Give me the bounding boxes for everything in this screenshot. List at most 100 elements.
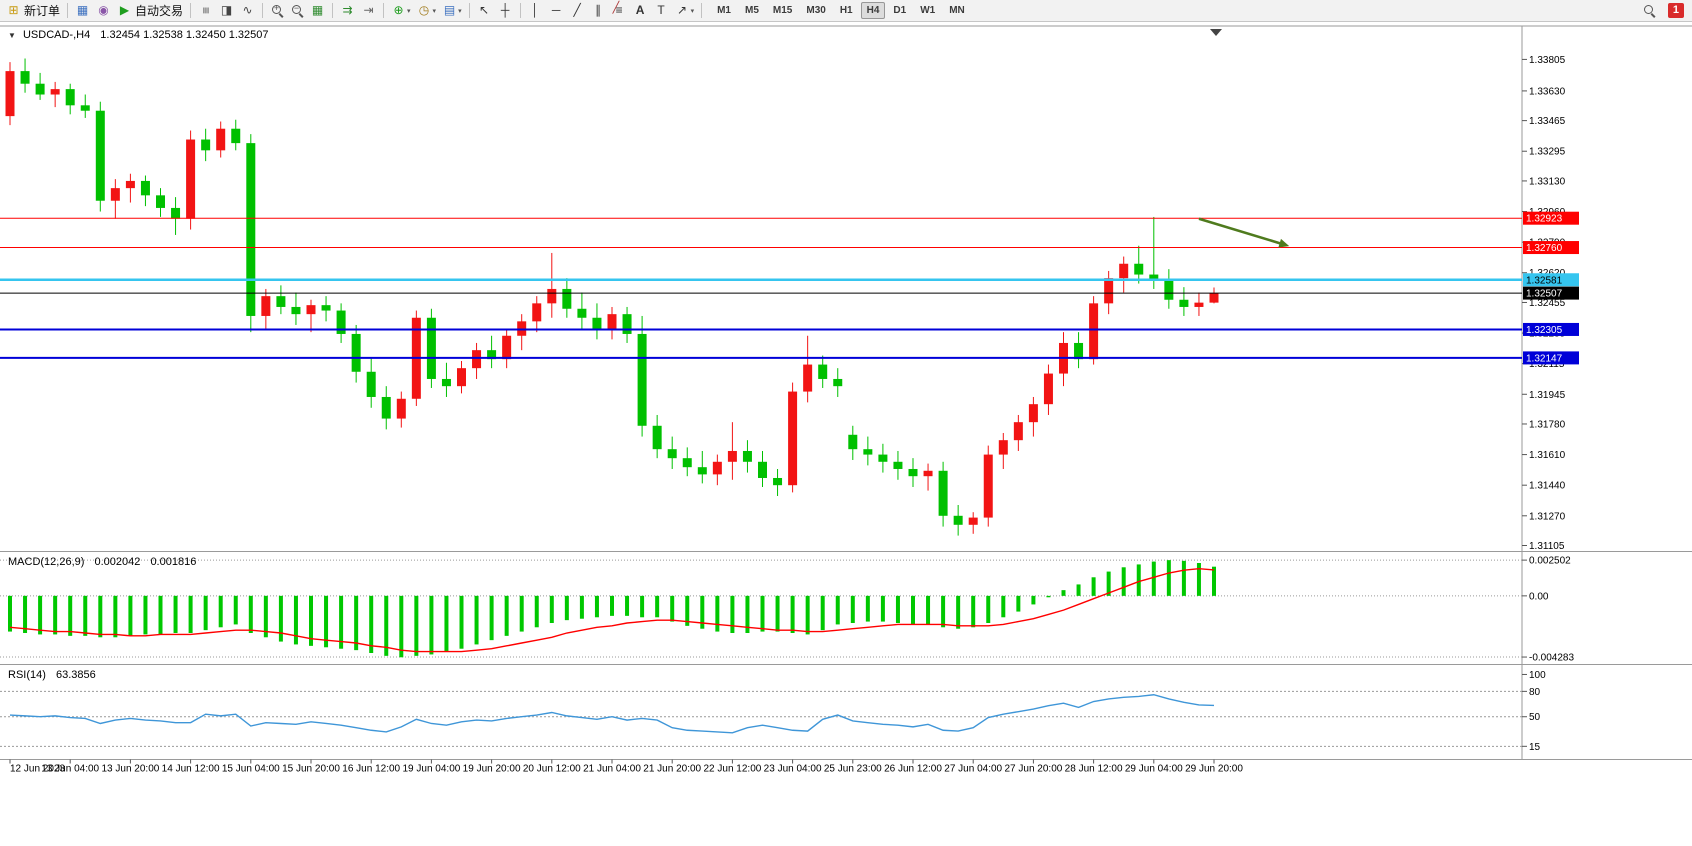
horizontal-price-lines[interactable]: [0, 217, 1522, 359]
svg-text:1.32115: 1.32115: [1529, 359, 1565, 370]
svg-text:1.33630: 1.33630: [1529, 86, 1566, 97]
trendline-button[interactable]: ╱: [567, 2, 588, 20]
horizontal-line-icon: ─: [551, 3, 561, 17]
rsi-panel: 100 80 50 15: [0, 670, 1546, 753]
chart-menu-icon[interactable]: ▼: [8, 31, 16, 40]
cursor-icon: ↖: [479, 3, 490, 17]
svg-text:80: 80: [1529, 687, 1541, 698]
candles: [5, 58, 1219, 536]
bar-chart-mode-button[interactable]: ≡: [195, 2, 216, 20]
svg-text:21 Jun 04:00: 21 Jun 04:00: [583, 764, 641, 775]
timeframe-button-d1[interactable]: D1: [893, 5, 907, 16]
svg-text:23 Jun 04:00: 23 Jun 04:00: [764, 764, 822, 775]
profiles-icon: ◉: [98, 3, 109, 17]
svg-text:27 Jun 20:00: 27 Jun 20:00: [1004, 764, 1062, 775]
indicators-icon: ⊕: [393, 3, 404, 17]
periods-clock-icon: ◷: [418, 3, 430, 17]
trend-arrow-annotation[interactable]: [1198, 217, 1290, 248]
toolbar-separator: [468, 3, 470, 18]
new-order-button[interactable]: ⊞ 新订单: [3, 2, 63, 20]
text-button[interactable]: A: [630, 2, 651, 20]
search-button[interactable]: [1640, 2, 1660, 20]
chevron-down-icon: ▾: [458, 7, 462, 15]
svg-text:100: 100: [1529, 670, 1546, 681]
toolbar-separator: [190, 3, 192, 18]
tile-windows-button[interactable]: ▦: [307, 2, 328, 20]
vertical-line-button[interactable]: │: [525, 2, 546, 20]
timeframe-button-w1[interactable]: W1: [920, 5, 936, 16]
candlestick-mode-button[interactable]: ◨: [216, 2, 237, 20]
svg-text:1.31610: 1.31610: [1529, 450, 1566, 461]
timeframe-button-m1[interactable]: M1: [717, 5, 731, 16]
svg-text:27 Jun 04:00: 27 Jun 04:00: [944, 764, 1002, 775]
timeframe-button-h4[interactable]: H4: [860, 2, 886, 19]
toolbar-separator: [383, 3, 385, 18]
zoom-out-button[interactable]: −: [287, 2, 307, 20]
svg-text:19 Jun 04:00: 19 Jun 04:00: [402, 764, 460, 775]
timeframe-button-h1[interactable]: H1: [839, 5, 853, 16]
zoom-in-button[interactable]: +: [267, 2, 287, 20]
svg-text:28 Jun 12:00: 28 Jun 12:00: [1065, 764, 1123, 775]
channel-button[interactable]: ∥: [588, 2, 609, 20]
timeframe-button-m15[interactable]: M15: [772, 5, 793, 16]
svg-text:1.33465: 1.33465: [1529, 116, 1566, 127]
auto-trading-button[interactable]: ▶ 自动交易: [114, 2, 186, 20]
svg-text:1.31105: 1.31105: [1529, 541, 1565, 552]
svg-text:19 Jun 20:00: 19 Jun 20:00: [463, 764, 521, 775]
chevron-down-icon: ▾: [690, 7, 695, 15]
timeframe-button-m30[interactable]: M30: [806, 5, 826, 16]
cursor-button[interactable]: ↖: [474, 2, 495, 20]
crosshair-button[interactable]: ┼: [495, 2, 516, 20]
indicators-button[interactable]: ⊕ ▾: [388, 2, 414, 20]
svg-text:1.31440: 1.31440: [1529, 481, 1566, 492]
svg-text:1.33805: 1.33805: [1529, 55, 1566, 66]
svg-text:1.32147: 1.32147: [1526, 353, 1563, 364]
svg-text:1.33295: 1.33295: [1529, 147, 1566, 158]
svg-text:26 Jun 12:00: 26 Jun 12:00: [884, 764, 942, 775]
svg-text:21 Jun 20:00: 21 Jun 20:00: [643, 764, 701, 775]
rsi-label: RSI(14): [8, 669, 46, 681]
tile-windows-icon: ▦: [311, 3, 324, 17]
timeframe-button-m5[interactable]: M5: [745, 5, 759, 16]
chart-shift-marker[interactable]: [1210, 29, 1222, 36]
svg-text:15 Jun 04:00: 15 Jun 04:00: [222, 764, 280, 775]
chart-ohlc-values: 1.32454 1.32538 1.32450 1.32507: [100, 29, 269, 41]
periods-button[interactable]: ◷ ▾: [414, 2, 440, 20]
templates-button[interactable]: ▤ ▾: [439, 2, 465, 20]
svg-text:25 Jun 23:00: 25 Jun 23:00: [824, 764, 882, 775]
price-axis[interactable]: 1.33805 1.33630 1.33465 1.33295 1.33130 1.329…: [1522, 55, 1566, 552]
svg-text:1.32923: 1.32923: [1526, 214, 1563, 225]
svg-text:15: 15: [1529, 742, 1541, 753]
bar-chart-icon: ≡: [199, 6, 214, 14]
chart-shift-button[interactable]: ⇥: [358, 2, 379, 20]
trendline-icon: ╱: [573, 3, 581, 17]
svg-text:22 Jun 12:00: 22 Jun 12:00: [703, 764, 761, 775]
svg-text:13 Jun 04:00: 13 Jun 04:00: [41, 764, 99, 775]
auto-trading-label: 自动交易: [135, 4, 184, 18]
horizontal-line-button[interactable]: ─: [546, 2, 567, 20]
svg-text:29 Jun 20:00: 29 Jun 20:00: [1185, 764, 1243, 775]
vertical-line-icon: │: [531, 3, 539, 17]
auto-scroll-button[interactable]: ⇉: [337, 2, 358, 20]
profiles-button[interactable]: ◉: [93, 2, 114, 20]
line-chart-mode-button[interactable]: ∿: [237, 2, 258, 20]
svg-text:13 Jun 20:00: 13 Jun 20:00: [101, 764, 159, 775]
shapes-button[interactable]: ↗ ▾: [672, 2, 698, 20]
notification-badge[interactable]: 1: [1667, 3, 1684, 18]
svg-text:1.33130: 1.33130: [1529, 176, 1566, 187]
macd-value: 0.002042: [94, 556, 141, 568]
svg-text:1.32455: 1.32455: [1529, 298, 1566, 309]
chart-windows-button[interactable]: ▦: [72, 2, 93, 20]
chart-symbol-period: USDCAD-,H4: [22, 29, 91, 41]
fibonacci-button[interactable]: ≡ ╱: [609, 2, 630, 20]
text-label-icon: T: [657, 3, 665, 17]
timeframe-button-mn[interactable]: MN: [949, 5, 965, 16]
text-label-button[interactable]: T: [651, 2, 672, 20]
arrow-shape-icon: ↗: [677, 3, 688, 17]
svg-text:1.32760: 1.32760: [1526, 243, 1563, 254]
macd-signal-value: 0.001816: [150, 556, 197, 568]
svg-text:1.31945: 1.31945: [1529, 390, 1566, 401]
chart-title-bar: ▼ USDCAD-,H4 1.32454 1.32538 1.32450 1.3…: [8, 29, 276, 41]
